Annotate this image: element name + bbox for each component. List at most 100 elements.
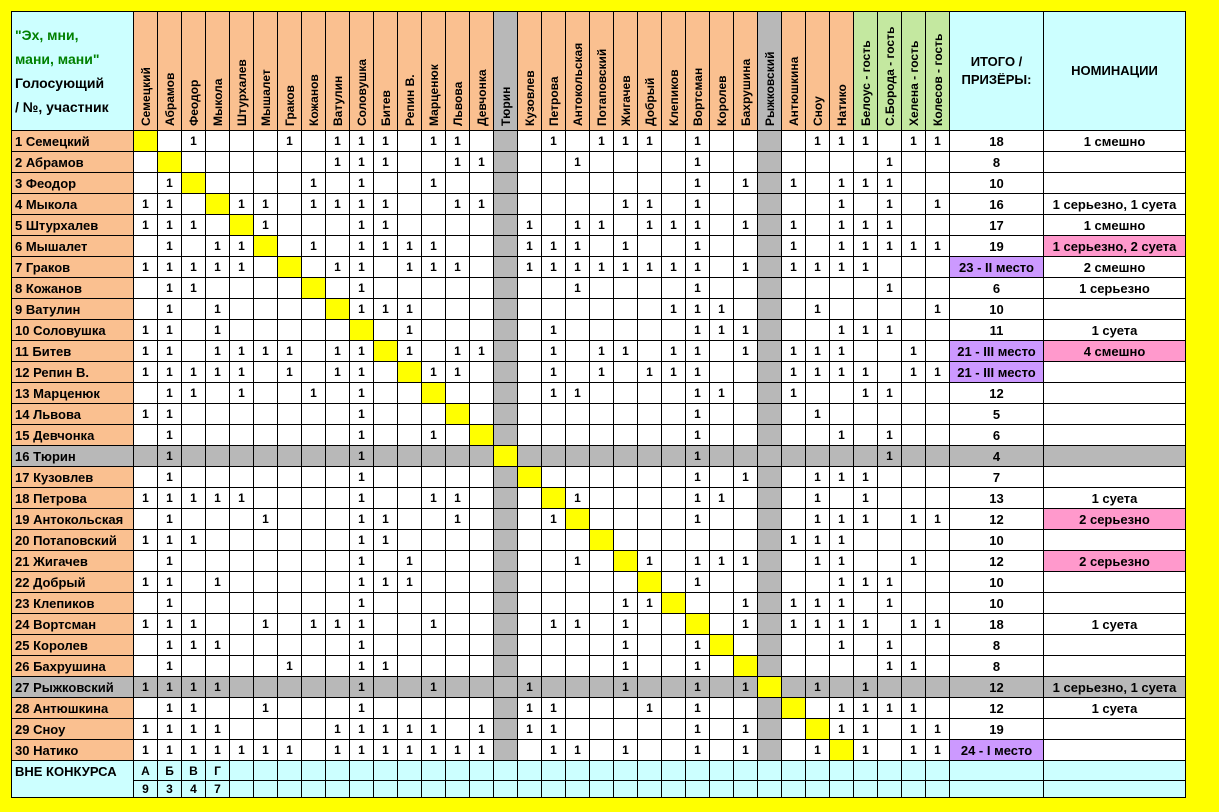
vote-cell: 1 (541, 130, 566, 152)
guest-vote-cell (853, 424, 878, 446)
vote-cell: 1 (517, 214, 542, 236)
vote-cell: 1 (685, 151, 710, 173)
vote-cell (805, 277, 830, 299)
vote-cell (637, 403, 662, 425)
vote-cell (589, 445, 614, 467)
vote-cell (421, 340, 446, 362)
vote-cell: 1 (229, 361, 254, 383)
vote-cell (685, 529, 710, 551)
vote-cell: 1 (277, 130, 302, 152)
vote-cell (541, 655, 566, 677)
vote-cell: 1 (829, 634, 854, 656)
footer-cell (805, 780, 830, 798)
vote-cell (661, 466, 686, 488)
guest-vote-cell: 1 (853, 739, 878, 761)
vote-cell: 1 (205, 298, 230, 320)
column-header-label: Жигачев (618, 75, 633, 126)
row-label: 13 Марценюк (11, 382, 134, 404)
vote-cell (757, 424, 782, 446)
vote-cell (205, 214, 230, 236)
table-row: 18 Петрова 1 1 1 1 1 1 1 1 1 1 1 1 1 13 1 суета (11, 487, 1186, 509)
table-row: 4 Мыкола 1 1 1 1 1 1 1 1 1 1 1 1 1 1 1 1 16 1 серьезно, 1 … (11, 193, 1186, 215)
vote-cell: 1 (517, 235, 542, 257)
vote-cell: 1 (157, 550, 182, 572)
nomination-cell: 1 серьезно, 1 суета (1043, 193, 1186, 215)
vote-cell (517, 130, 542, 152)
vote-cell: 1 (421, 361, 446, 383)
vote-cell: 1 (277, 361, 302, 383)
vote-cell (277, 424, 302, 446)
vote-cell (805, 445, 830, 467)
vote-cell (733, 151, 758, 173)
nomination-cell (1043, 151, 1186, 173)
vote-cell (445, 529, 470, 551)
vote-cell (301, 445, 326, 467)
vote-cell (277, 382, 302, 404)
vote-cell: 1 (541, 697, 566, 719)
vote-cell: 1 (157, 424, 182, 446)
nomination-cell (1043, 382, 1186, 404)
vote-cell: 1 (685, 319, 710, 341)
vote-cell (493, 361, 518, 383)
vote-cell (181, 508, 206, 530)
vote-cell (301, 529, 326, 551)
vote-cell (589, 382, 614, 404)
column-header-label: Натико (834, 84, 849, 126)
vote-cell: 1 (349, 361, 374, 383)
vote-cell (301, 214, 326, 236)
vote-cell (661, 277, 686, 299)
vote-cell (373, 613, 398, 635)
column-header: Кожанов (301, 11, 326, 131)
vote-cell (397, 151, 422, 173)
column-header: Потаповский (589, 11, 614, 131)
column-header: Бахрушина (733, 11, 758, 131)
vote-cell (181, 298, 206, 320)
vote-cell (421, 319, 446, 341)
footer-cell (781, 760, 806, 781)
vote-cell (757, 172, 782, 194)
guest-vote-cell (877, 466, 902, 488)
guest-vote-cell (901, 172, 926, 194)
guest-vote-cell: 1 (853, 697, 878, 719)
column-header: Рыжковский (757, 11, 782, 131)
vote-cell: 1 (181, 382, 206, 404)
title-line-3: Голосующий (15, 75, 105, 91)
column-header: Львова (445, 11, 470, 131)
vote-cell (733, 235, 758, 257)
vote-cell: 1 (421, 718, 446, 740)
vote-cell (421, 298, 446, 320)
guest-vote-cell: 1 (901, 361, 926, 383)
vote-cell (301, 487, 326, 509)
vote-cell (781, 277, 806, 299)
vote-cell (229, 466, 254, 488)
vote-cell: 1 (157, 592, 182, 614)
vote-cell: 1 (685, 487, 710, 509)
vote-cell (709, 235, 734, 257)
vote-cell (469, 592, 494, 614)
vote-cell (421, 466, 446, 488)
header-row: "Эх, мни, мани, мани" Голосующий / №, уч… (11, 11, 1186, 131)
vote-cell: 1 (157, 697, 182, 719)
column-header: Абрамов (157, 11, 182, 131)
vote-cell (613, 571, 638, 593)
vote-cell (253, 172, 278, 194)
vote-cell: 1 (181, 529, 206, 551)
vote-cell (565, 193, 590, 215)
guest-vote-cell (901, 445, 926, 467)
vote-cell (325, 403, 350, 425)
vote-cell: 1 (829, 529, 854, 551)
vote-cell (613, 319, 638, 341)
row-label: 9 Ватулин (11, 298, 134, 320)
vote-cell (133, 634, 158, 656)
vote-cell (637, 298, 662, 320)
row-label: 10 Соловушка (11, 319, 134, 341)
vote-cell (829, 151, 854, 173)
vote-cell: 1 (613, 130, 638, 152)
vote-cell (469, 298, 494, 320)
guest-vote-cell (901, 571, 926, 593)
self-vote-cell (277, 256, 302, 278)
vote-cell (277, 718, 302, 740)
vote-cell (229, 130, 254, 152)
vote-cell (205, 277, 230, 299)
